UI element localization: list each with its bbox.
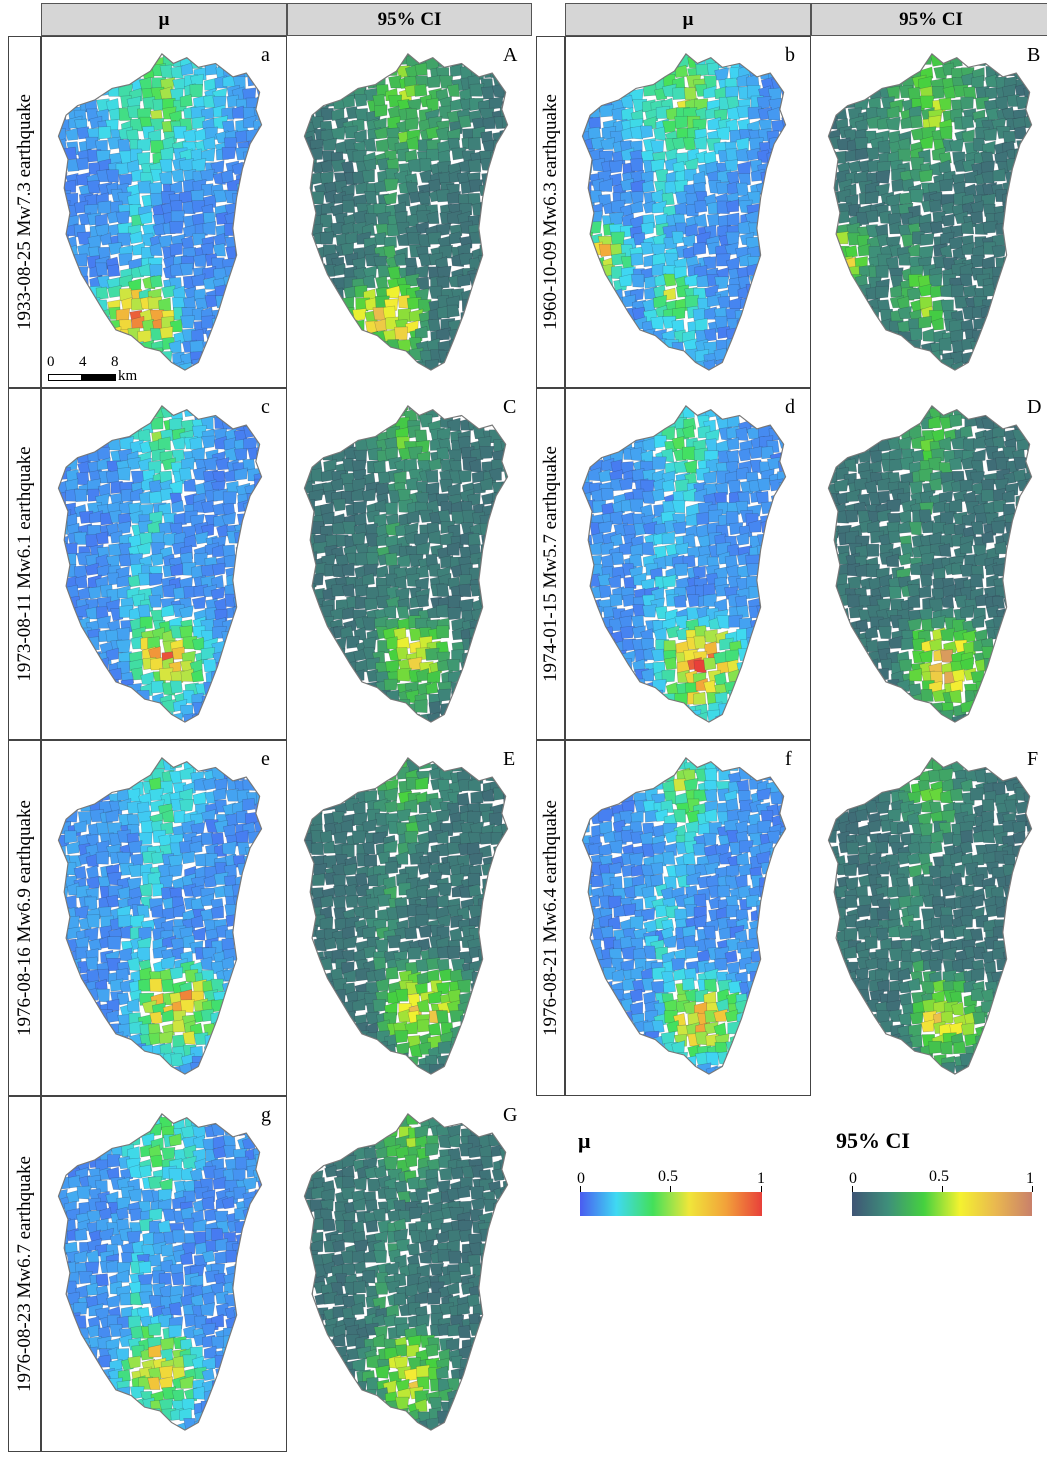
panel-letter-F: F: [1027, 748, 1038, 771]
panel-letter-D: D: [1027, 396, 1041, 419]
legend-ci-colorbar: [852, 1192, 1032, 1216]
header-ci-right: 95% CI: [811, 3, 1047, 36]
panel-letter-C: C: [503, 396, 516, 419]
legend-ci-title: 95% CI: [836, 1128, 910, 1154]
header-ci-left: 95% CI: [287, 3, 532, 36]
scale-unit: km: [118, 368, 137, 385]
map-ci-E: [291, 742, 521, 1090]
map-mu-c: [45, 390, 275, 738]
row-label: 1974-01-15 Mw5.7 earthquake: [537, 364, 565, 764]
panel-letter-b: b: [785, 44, 795, 67]
panel-letter-a: a: [261, 44, 270, 67]
header-mu-right: μ: [565, 3, 811, 36]
map-ci-B: [815, 38, 1045, 386]
map-ci-D: [815, 390, 1045, 738]
map-mu-a: [45, 38, 275, 386]
map-ci-A: [291, 38, 521, 386]
map-ci-G: [291, 1098, 521, 1446]
scale-bar: 0 4 8 km: [44, 352, 154, 386]
row-label: 1960-10-09 Mw6.3 earthquake: [537, 12, 565, 412]
map-mu-d: [569, 390, 799, 738]
panel-letter-c: c: [261, 396, 270, 419]
row-label: 1933-08-25 Mw7.3 earthquake: [11, 12, 39, 412]
map-mu-f: [569, 742, 799, 1090]
map-ci-F: [815, 742, 1045, 1090]
panel-letter-B: B: [1027, 44, 1040, 67]
row-label: 1976-08-16 Mw6.9 earthquake: [11, 718, 39, 1118]
legend-ci-tick-0: 0: [849, 1170, 857, 1188]
panel-letter-g: g: [261, 1104, 271, 1127]
map-mu-e: [45, 742, 275, 1090]
panel-letter-G: G: [503, 1104, 517, 1127]
scale-tick-4: 4: [79, 354, 87, 371]
panel-letter-A: A: [503, 44, 517, 67]
legend-mu-title: μ: [578, 1128, 590, 1154]
row-label: 1976-08-21 Mw6.4 earthquake: [537, 718, 565, 1118]
panel-letter-d: d: [785, 396, 795, 419]
map-mu-g: [45, 1098, 275, 1446]
scale-bar-white: [48, 374, 82, 381]
legend-mu-colorbar: [580, 1192, 762, 1216]
legend-ci-tick-05: 0.5: [929, 1168, 949, 1186]
panel-letter-E: E: [503, 748, 515, 771]
row-label: 1976-08-23 Mw6.7 earthquake: [11, 1074, 39, 1474]
scale-bar-black: [82, 374, 116, 381]
scale-tick-0: 0: [47, 354, 55, 371]
map-mu-b: [569, 38, 799, 386]
panel-letter-e: e: [261, 748, 270, 771]
legend-mu-tick-05: 0.5: [658, 1168, 678, 1186]
row-label: 1973-08-11 Mw6.1 earthquake: [11, 364, 39, 764]
map-ci-C: [291, 390, 521, 738]
panel-letter-f: f: [785, 748, 792, 771]
legend-mu-tick-0: 0: [577, 1170, 585, 1188]
header-mu-left: μ: [41, 3, 287, 36]
